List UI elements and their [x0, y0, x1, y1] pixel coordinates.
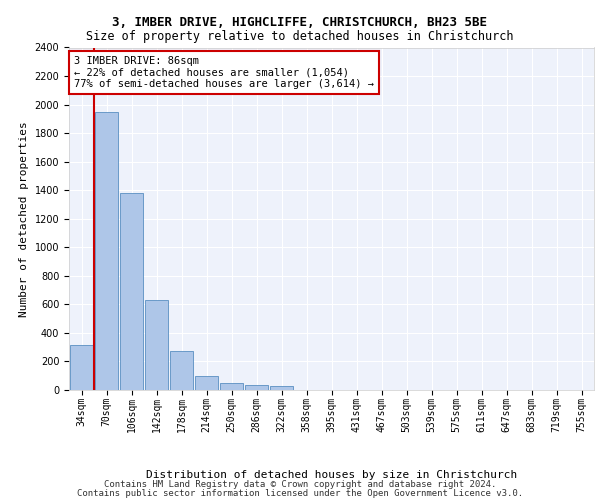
Text: 3, IMBER DRIVE, HIGHCLIFFE, CHRISTCHURCH, BH23 5BE: 3, IMBER DRIVE, HIGHCLIFFE, CHRISTCHURCH…: [113, 16, 487, 29]
Bar: [194, 376, 218, 390]
Bar: [145, 300, 169, 390]
Bar: [70, 345, 94, 390]
Bar: [245, 386, 268, 390]
Text: Size of property relative to detached houses in Christchurch: Size of property relative to detached ho…: [86, 30, 514, 43]
Bar: [119, 193, 143, 390]
Y-axis label: Number of detached properties: Number of detached properties: [19, 121, 29, 316]
X-axis label: Distribution of detached houses by size in Christchurch: Distribution of detached houses by size …: [146, 470, 517, 480]
Bar: [220, 383, 244, 390]
Bar: [95, 112, 118, 390]
Text: Contains HM Land Registry data © Crown copyright and database right 2024.: Contains HM Land Registry data © Crown c…: [104, 480, 496, 489]
Text: Contains public sector information licensed under the Open Government Licence v3: Contains public sector information licen…: [77, 490, 523, 498]
Bar: [170, 352, 193, 390]
Bar: [269, 386, 293, 390]
Text: 3 IMBER DRIVE: 86sqm
← 22% of detached houses are smaller (1,054)
77% of semi-de: 3 IMBER DRIVE: 86sqm ← 22% of detached h…: [74, 56, 374, 90]
